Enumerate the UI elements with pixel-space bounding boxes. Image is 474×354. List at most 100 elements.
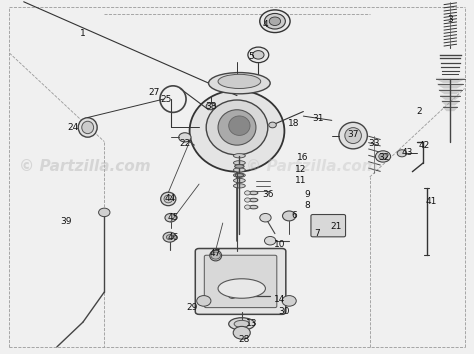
Circle shape [264, 236, 276, 245]
Text: 1: 1 [80, 29, 86, 38]
FancyBboxPatch shape [195, 249, 286, 314]
Text: © Partzilla.com: © Partzilla.com [246, 159, 378, 174]
Circle shape [245, 205, 250, 209]
Ellipse shape [233, 178, 246, 183]
Text: 46: 46 [167, 233, 179, 242]
Ellipse shape [218, 279, 265, 298]
Ellipse shape [249, 198, 258, 202]
Circle shape [206, 103, 216, 110]
Text: 18: 18 [288, 119, 300, 129]
Ellipse shape [249, 191, 258, 195]
Text: 14: 14 [274, 295, 285, 304]
Circle shape [197, 296, 211, 306]
Text: 41: 41 [426, 197, 437, 206]
Circle shape [245, 191, 250, 195]
FancyBboxPatch shape [311, 215, 346, 237]
Text: 44: 44 [165, 194, 176, 203]
Text: 28: 28 [238, 335, 250, 344]
Circle shape [211, 252, 220, 259]
Text: 9: 9 [304, 190, 310, 199]
Polygon shape [442, 101, 459, 105]
Text: 30: 30 [279, 307, 290, 316]
Text: 13: 13 [246, 319, 257, 329]
Text: © Partzilla.com: © Partzilla.com [19, 159, 151, 174]
Ellipse shape [233, 161, 246, 165]
Text: 2: 2 [417, 107, 422, 116]
Circle shape [260, 213, 271, 222]
Text: 6: 6 [291, 211, 297, 221]
Polygon shape [443, 107, 457, 110]
Ellipse shape [82, 121, 93, 133]
Polygon shape [438, 84, 463, 88]
Ellipse shape [218, 74, 261, 88]
Text: 47: 47 [210, 249, 221, 258]
Ellipse shape [164, 195, 173, 203]
Circle shape [375, 151, 391, 162]
Text: 4: 4 [263, 20, 268, 29]
Ellipse shape [228, 318, 255, 330]
Circle shape [99, 208, 110, 217]
Ellipse shape [339, 122, 367, 149]
Circle shape [233, 326, 250, 339]
Ellipse shape [233, 154, 246, 158]
Circle shape [166, 235, 173, 240]
Circle shape [163, 232, 176, 242]
Ellipse shape [206, 100, 268, 155]
Polygon shape [439, 90, 462, 93]
Ellipse shape [235, 173, 244, 177]
Text: 45: 45 [167, 213, 179, 222]
Circle shape [260, 10, 290, 33]
Circle shape [282, 296, 296, 306]
Text: 31: 31 [312, 114, 323, 123]
Text: 7: 7 [315, 229, 320, 238]
Circle shape [248, 47, 269, 63]
Ellipse shape [234, 320, 249, 327]
Text: 5: 5 [248, 52, 254, 61]
Text: 8: 8 [304, 201, 310, 210]
Ellipse shape [228, 116, 250, 135]
Text: 21: 21 [331, 222, 342, 231]
Text: 37: 37 [347, 130, 359, 139]
Polygon shape [440, 96, 460, 99]
Circle shape [179, 133, 191, 142]
Ellipse shape [345, 127, 361, 144]
Ellipse shape [161, 192, 176, 206]
Text: 32: 32 [378, 153, 390, 162]
Circle shape [269, 17, 281, 25]
Ellipse shape [233, 168, 246, 172]
Text: 36: 36 [262, 190, 273, 199]
Circle shape [253, 51, 264, 59]
Text: 3: 3 [447, 15, 453, 24]
Circle shape [264, 13, 285, 29]
Circle shape [245, 198, 250, 202]
Text: 39: 39 [61, 217, 72, 226]
Text: 12: 12 [295, 165, 307, 175]
Circle shape [283, 211, 296, 221]
Ellipse shape [190, 90, 284, 172]
Text: 25: 25 [160, 95, 172, 104]
Circle shape [379, 153, 387, 160]
Ellipse shape [78, 118, 97, 137]
Ellipse shape [210, 250, 222, 261]
Text: 24: 24 [68, 123, 79, 132]
Circle shape [165, 213, 176, 222]
Ellipse shape [218, 110, 256, 145]
Circle shape [228, 293, 236, 298]
Text: 16: 16 [297, 153, 308, 162]
Text: 43: 43 [402, 148, 413, 157]
Circle shape [397, 150, 407, 157]
Text: 42: 42 [419, 141, 430, 150]
Ellipse shape [233, 173, 246, 177]
Text: 11: 11 [295, 176, 307, 185]
Text: 22: 22 [179, 139, 191, 148]
Text: 38: 38 [205, 102, 217, 111]
Ellipse shape [235, 165, 244, 168]
Circle shape [269, 122, 276, 128]
Ellipse shape [249, 205, 258, 209]
Ellipse shape [233, 184, 246, 188]
Ellipse shape [209, 73, 270, 94]
FancyBboxPatch shape [204, 255, 277, 308]
Text: 33: 33 [369, 139, 380, 148]
Polygon shape [436, 79, 465, 82]
Text: 29: 29 [186, 303, 198, 313]
